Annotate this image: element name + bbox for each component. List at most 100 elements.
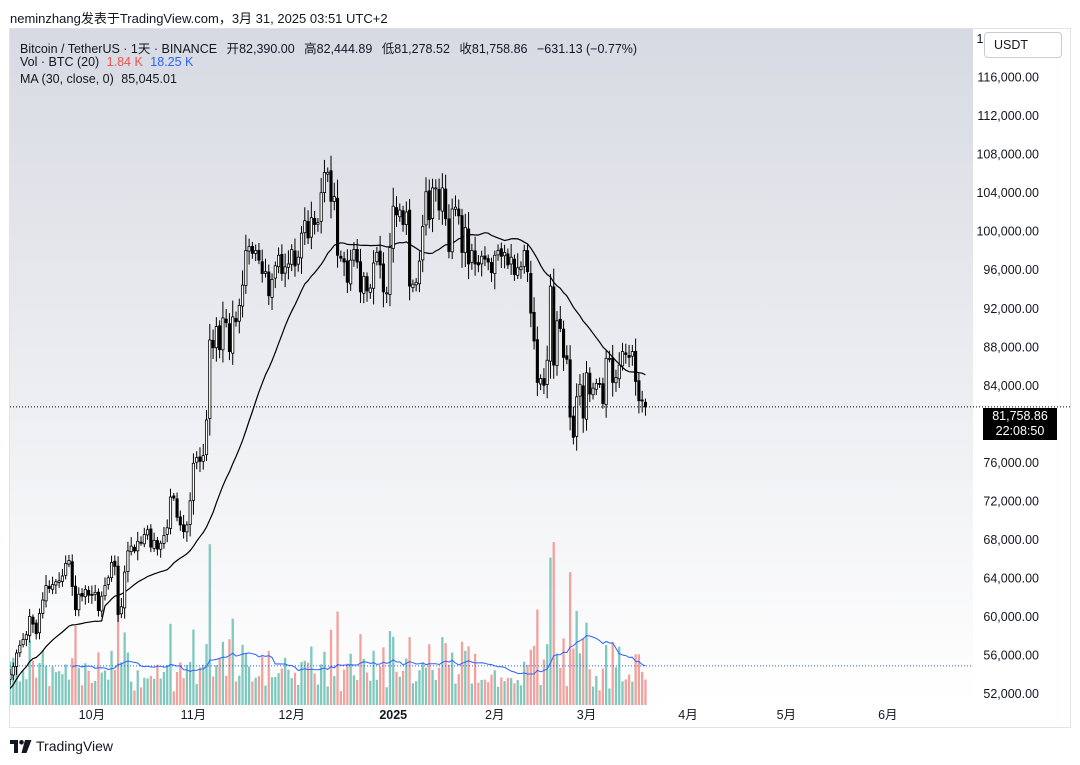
candle-body: [277, 254, 281, 268]
last-price-value: 81,758.86: [992, 409, 1048, 423]
volume-bar: [382, 647, 385, 705]
volume-bar: [316, 684, 320, 705]
price-tick-label: 92,000.00: [983, 302, 1039, 316]
candle-body: [175, 498, 179, 518]
candle-body: [329, 170, 333, 202]
volume-bar: [375, 679, 379, 705]
volume-bar: [110, 650, 113, 705]
candle-body: [113, 560, 117, 567]
volume-bar: [457, 674, 460, 705]
candle-body: [83, 589, 87, 598]
footer-brand[interactable]: TradingView: [10, 738, 113, 754]
price-tick-label: 56,000.00: [983, 648, 1039, 662]
low-label: 低: [381, 42, 395, 56]
volume-bar: [283, 657, 287, 705]
volume-bar: [418, 670, 421, 705]
volume-bar: [211, 676, 215, 705]
volume-bar: [41, 650, 44, 705]
volume-bar: [634, 654, 637, 705]
volume-bar: [221, 641, 225, 705]
price-chart[interactable]: 52,000.00 56,000.00 60,000.00 64,000.00 68,0…: [10, 29, 1070, 727]
candle-body: [581, 385, 585, 419]
volume-label[interactable]: Vol · BTC (20): [20, 55, 100, 69]
close-label: 收: [459, 42, 472, 56]
volume-bar: [21, 670, 25, 705]
volume-bar: [641, 671, 644, 705]
volume-bar: [578, 653, 582, 705]
volume-bar: [48, 686, 51, 705]
candle-body: [486, 258, 490, 263]
volume-bar: [513, 683, 516, 705]
candle-body: [372, 262, 376, 289]
volume-bar: [35, 677, 38, 705]
volume-bar: [356, 680, 359, 705]
candle-body: [463, 226, 467, 254]
candle-body: [522, 250, 526, 267]
candle-body: [250, 245, 254, 254]
volume-bar: [624, 679, 627, 705]
candle-body: [627, 355, 631, 358]
volume-bar: [143, 677, 146, 705]
candle-body: [106, 577, 110, 585]
symbol-title[interactable]: Bitcoin / TetherUS · 1天 · BINANCE: [20, 42, 218, 56]
volume-bar: [359, 634, 362, 705]
volume-bar: [352, 675, 356, 705]
volume-bar: [349, 653, 352, 705]
volume-bar: [401, 670, 405, 705]
currency-button[interactable]: USDT: [984, 32, 1062, 58]
candle-body: [103, 585, 107, 597]
candle-body: [93, 591, 97, 595]
candle-body: [263, 271, 268, 274]
candle-body: [591, 387, 595, 396]
volume-bar: [611, 642, 614, 705]
candle-body: [516, 267, 520, 276]
volume-bar: [506, 677, 510, 705]
volume-bar: [205, 643, 208, 705]
candle-body: [552, 286, 556, 366]
candle-body: [421, 226, 425, 261]
volume-bar: [94, 681, 97, 705]
candle-body: [168, 496, 173, 529]
ma-label[interactable]: MA (30, close, 0): [20, 72, 114, 86]
volume-bar: [38, 662, 41, 705]
candle-body: [548, 285, 553, 362]
volume-bar: [113, 669, 116, 705]
candle-body: [611, 357, 615, 383]
candle-body: [51, 584, 55, 590]
candle-body: [198, 456, 202, 462]
candle-body: [604, 357, 608, 406]
volume-bar: [519, 685, 523, 705]
volume-bar: [297, 684, 300, 705]
open-label: 开: [226, 42, 240, 56]
volume-bar: [526, 664, 529, 705]
volume-bar: [346, 663, 349, 705]
candle-body: [129, 545, 133, 553]
candle-body: [204, 419, 209, 456]
volume-bar: [339, 691, 342, 705]
candle-body: [195, 457, 199, 463]
candle-body: [375, 252, 379, 263]
time-tick-label: 6月: [878, 708, 897, 722]
volume-bar: [529, 649, 532, 705]
candle-body: [67, 560, 71, 565]
candle-body: [70, 561, 74, 587]
volume-bar: [490, 674, 493, 705]
volume-bar: [90, 682, 94, 705]
volume-bar: [437, 668, 441, 705]
volume-bar: [428, 644, 431, 705]
ma-30-line: [10, 232, 646, 689]
volume-bar: [385, 687, 388, 705]
candle-body: [155, 540, 159, 550]
candle-body: [201, 455, 205, 462]
candle-body: [437, 189, 441, 211]
candle-body: [185, 524, 189, 533]
volume-bar: [64, 664, 67, 705]
candle-body: [362, 276, 366, 294]
volume-bar: [405, 658, 408, 705]
volume-bar: [562, 638, 565, 705]
volume-bar: [247, 666, 251, 705]
candle-body: [257, 250, 261, 261]
volume-bar: [441, 637, 444, 705]
volume-bar: [231, 618, 234, 705]
volume-bar: [67, 679, 71, 705]
